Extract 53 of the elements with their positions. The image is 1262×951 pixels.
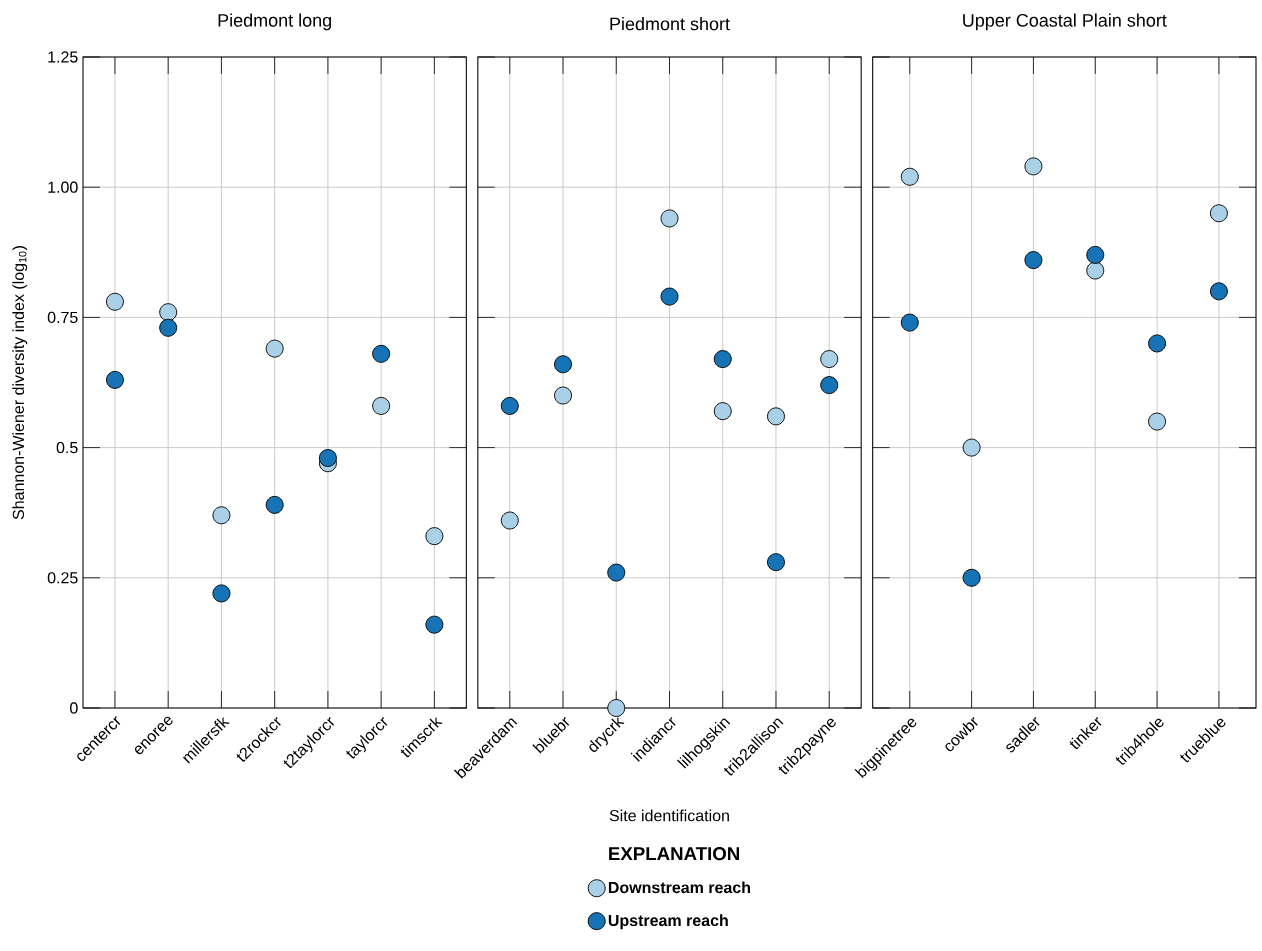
- point: [713, 350, 732, 369]
- y-tick-label: 1.25: [48, 51, 78, 63]
- point: [820, 376, 839, 395]
- point: [212, 584, 231, 603]
- point: [372, 344, 391, 363]
- chart-title: Piedmont short: [610, 17, 730, 31]
- point: [1086, 261, 1105, 280]
- point: [962, 438, 981, 457]
- legend-label: Upstream reach: [608, 914, 728, 930]
- legend-title: EXPLANATION: [609, 847, 740, 861]
- point: [554, 355, 572, 374]
- point: [1024, 157, 1043, 176]
- point: [554, 386, 572, 405]
- point: [265, 495, 284, 514]
- y-tick-label: 0: [70, 702, 78, 714]
- point: [212, 506, 231, 525]
- point: [318, 449, 337, 467]
- point: [1024, 251, 1043, 270]
- legend-label: Downstream reach: [608, 881, 751, 894]
- point: [767, 407, 785, 426]
- chart-title: Upper Coastal Plain short: [963, 13, 1167, 31]
- point: [1209, 204, 1228, 223]
- point: [159, 303, 178, 322]
- chart-title: Piedmont long: [218, 13, 331, 31]
- point: [425, 527, 444, 546]
- x-axis-title: Site identification: [609, 809, 729, 822]
- point: [1209, 282, 1228, 301]
- y-tick-label: 1.00: [48, 181, 78, 193]
- point: [660, 209, 679, 228]
- point: [767, 553, 785, 572]
- point: [820, 350, 839, 369]
- point: [962, 568, 981, 587]
- point: [660, 287, 679, 306]
- point: [607, 699, 626, 717]
- y-tick-label: 0.25: [47, 572, 78, 584]
- y-tick-label: 0.75: [47, 311, 78, 324]
- point: [500, 511, 519, 530]
- y-tick-label: 0.5: [56, 441, 78, 454]
- point: [265, 339, 284, 358]
- point: [105, 370, 124, 389]
- point: [900, 167, 919, 186]
- y-axis-title: Shannon-Wiener diversity index (log$_{10}$): [12, 246, 28, 520]
- point: [1086, 245, 1105, 264]
- point: [159, 318, 178, 337]
- point: [1148, 412, 1167, 431]
- point: [105, 292, 124, 311]
- point: [900, 313, 919, 332]
- point: [607, 563, 626, 582]
- point: [1148, 334, 1167, 353]
- point: [372, 396, 391, 415]
- point: [713, 402, 732, 421]
- point: [425, 615, 444, 634]
- point: [500, 396, 519, 415]
